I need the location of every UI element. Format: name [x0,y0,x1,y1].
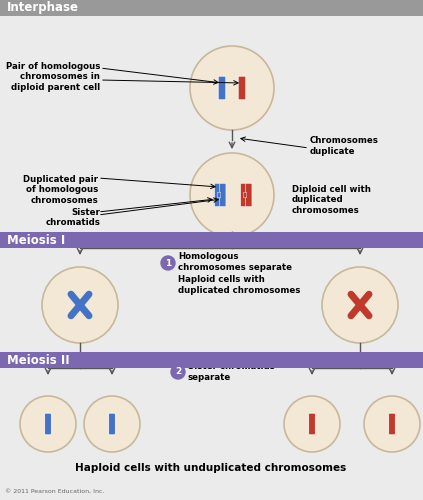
Text: Chromosomes
duplicate: Chromosomes duplicate [310,136,379,156]
FancyBboxPatch shape [245,184,252,206]
Circle shape [359,304,361,306]
FancyBboxPatch shape [109,413,115,435]
Circle shape [79,304,81,306]
FancyBboxPatch shape [220,184,226,206]
Text: Duplicated pair
of homologous
chromosomes: Duplicated pair of homologous chromosome… [23,175,98,205]
Text: Diploid cell with
duplicated
chromosomes: Diploid cell with duplicated chromosomes [292,185,371,215]
Text: Pair of homologous
chromosomes in
diploid parent cell: Pair of homologous chromosomes in diploi… [5,62,100,92]
Text: Meiosis II: Meiosis II [7,354,70,366]
FancyBboxPatch shape [241,184,247,206]
Circle shape [42,267,118,343]
Circle shape [161,256,175,270]
FancyBboxPatch shape [214,184,221,206]
Circle shape [322,267,398,343]
Text: 1: 1 [165,258,171,268]
Text: Interphase: Interphase [7,2,79,15]
FancyBboxPatch shape [389,413,396,435]
FancyBboxPatch shape [45,413,51,435]
Text: Meiosis I: Meiosis I [7,234,65,246]
Circle shape [284,396,340,452]
Circle shape [171,365,185,379]
FancyBboxPatch shape [218,76,226,100]
FancyBboxPatch shape [217,192,220,198]
Circle shape [190,46,274,130]
Circle shape [190,153,274,237]
Circle shape [20,396,76,452]
Text: Sister
chromatids: Sister chromatids [45,208,100,228]
Bar [0,352,423,368]
Text: 2: 2 [175,368,181,376]
Text: Haploid cells with
duplicated chromosomes: Haploid cells with duplicated chromosome… [178,276,300,294]
Bar [0,232,423,248]
Text: Haploid cells with unduplicated chromosomes: Haploid cells with unduplicated chromoso… [75,463,346,473]
Bar [0,0,423,16]
Text: Homologous
chromosomes separate: Homologous chromosomes separate [178,252,292,272]
FancyBboxPatch shape [238,76,246,100]
Text: © 2011 Pearson Education, Inc.: © 2011 Pearson Education, Inc. [5,488,104,494]
FancyBboxPatch shape [244,192,247,198]
FancyBboxPatch shape [309,413,315,435]
Circle shape [84,396,140,452]
Text: Sister chromatids
separate: Sister chromatids separate [188,362,275,382]
Circle shape [364,396,420,452]
